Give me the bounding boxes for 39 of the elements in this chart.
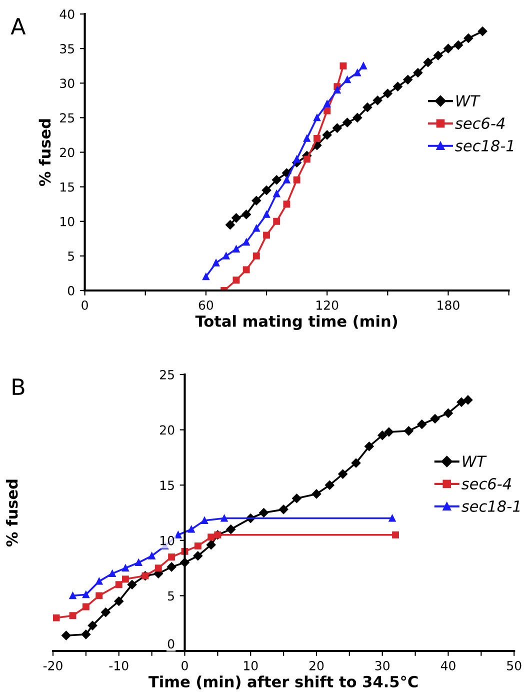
y-tick-label: 40 <box>60 9 74 19</box>
y-axis-title: % fused <box>38 119 51 186</box>
legend-label: sec6-4 <box>455 117 505 130</box>
x-tick-label: 30 <box>375 660 390 670</box>
y-tick-label: 0 <box>168 639 174 649</box>
legend-label: sec18-1 <box>462 500 520 512</box>
y-axis-title: % fused <box>6 480 18 547</box>
x-tick-label: -10 <box>109 660 128 670</box>
legend-label: sec6-4 <box>462 478 512 490</box>
y-tick-label: 20 <box>160 425 174 435</box>
y-tick-label: 5 <box>168 591 174 601</box>
legend-label: WT <box>462 456 487 467</box>
y-tick-label: 35 <box>60 44 74 54</box>
y-tick-label: 15 <box>60 182 74 192</box>
legend-label: WT <box>456 95 480 106</box>
y-tick-label: 20 <box>60 148 74 158</box>
y-tick-label: 30 <box>60 78 74 88</box>
y-tick-label: 25 <box>60 113 74 123</box>
x-tick-label: 40 <box>440 660 456 670</box>
y-tick-label: 25 <box>160 370 174 380</box>
y-tick-label: 5 <box>68 252 74 261</box>
x-axis-title: Time (min) after shift to 34.5°C <box>148 676 418 690</box>
x-tick-label: 60 <box>198 300 214 310</box>
x-tick-label: 20 <box>309 660 324 670</box>
x-tick-label: 50 <box>507 660 522 670</box>
x-tick-label: 0 <box>182 660 188 670</box>
x-tick-label: 180 <box>438 300 460 310</box>
x-axis-title: Total mating time (min) <box>195 315 398 330</box>
y-tick-label: 0 <box>68 286 74 296</box>
y-tick-label: 10 <box>60 216 74 226</box>
x-tick-label: 10 <box>244 660 258 670</box>
x-tick-label: 120 <box>316 300 338 310</box>
x-tick-label: 0 <box>82 300 88 310</box>
chart-title: A <box>10 18 26 34</box>
legend-label: sec18-1 <box>455 140 514 152</box>
x-tick-label: -20 <box>43 660 62 670</box>
y-tick-label: 10 <box>160 536 174 546</box>
chart-title: B <box>12 378 24 395</box>
y-tick-label: 15 <box>160 480 174 490</box>
